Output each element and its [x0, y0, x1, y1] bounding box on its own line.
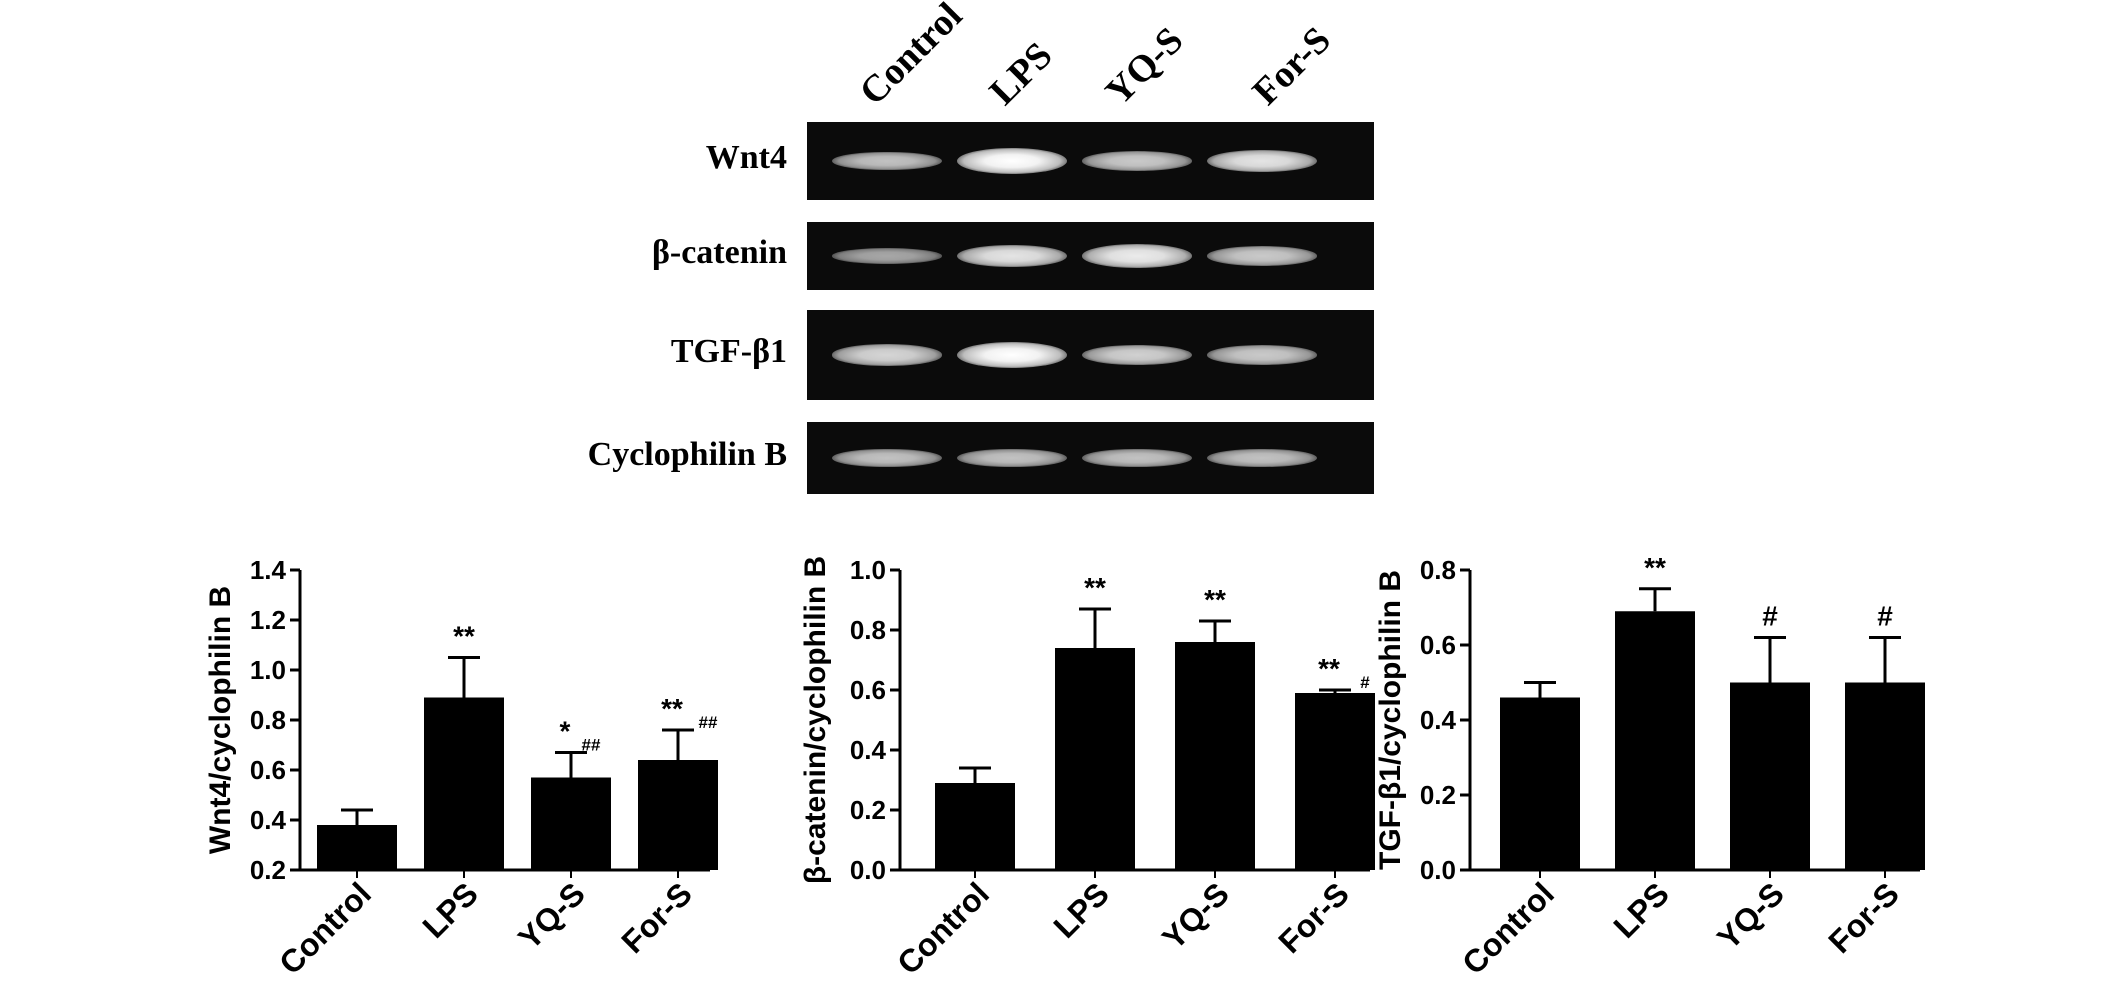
lane-label-control: Control	[851, 0, 971, 114]
x-tick-label: LPS	[1606, 875, 1675, 944]
bar-control	[935, 783, 1015, 870]
y-tick-label: 0.4	[1420, 705, 1457, 735]
x-tick-label: Control	[272, 875, 378, 981]
blot-band	[832, 344, 942, 366]
significance-marker-secondary: ##	[699, 713, 718, 732]
y-tick-label: 0.6	[1420, 630, 1456, 660]
wnt4-bar-chart: 0.2 0.4 0.6 0.8 1.0 1.2 1.4 Wnt4/cyclophilin B C…	[200, 540, 720, 1000]
significance-marker: **	[1644, 552, 1666, 583]
blot-row-label: Cyclophilin B	[587, 436, 787, 473]
blot-band	[957, 148, 1067, 174]
bar-control	[1500, 697, 1580, 870]
x-tick-label: Control	[1455, 875, 1561, 981]
x-tick-label: YQ-S	[1155, 875, 1236, 956]
y-tick-label: 0.0	[850, 855, 886, 885]
chart-svg: 0.0 0.2 0.4 0.6 0.8 TGF-β1/cyclophilin B Contr…	[1374, 552, 1925, 981]
significance-marker: #	[1762, 601, 1778, 632]
significance-marker-secondary: #	[1360, 673, 1370, 692]
blot-band	[1082, 244, 1192, 268]
blot-band	[1207, 345, 1317, 365]
bar-yq-s	[1730, 682, 1810, 870]
y-tick-label: 1.2	[250, 605, 286, 635]
significance-marker: **	[1318, 653, 1340, 684]
blot-band	[832, 151, 942, 171]
y-tick-label: 1.0	[850, 555, 886, 585]
x-tick-label: For-S	[1821, 875, 1906, 960]
blot-band	[1207, 149, 1317, 173]
blot-row-label: β-catenin	[651, 234, 787, 271]
lane-label-yq-s: YQ-S	[1097, 19, 1192, 114]
bar-for-s	[1295, 693, 1375, 870]
y-tick-label: 0.8	[850, 615, 886, 645]
x-tick-label: For-S	[614, 875, 699, 960]
lane-label-for-s: For-S	[1244, 18, 1339, 114]
x-tick-label: YQ-S	[1710, 875, 1791, 956]
blot-band	[832, 448, 942, 468]
x-tick-label: For-S	[1271, 875, 1356, 960]
significance-marker: #	[1877, 601, 1893, 632]
significance-marker: *	[560, 716, 571, 747]
x-tick-label: Control	[890, 875, 996, 981]
tgf-beta1-bar-chart: 0.0 0.2 0.4 0.6 0.8 TGF-β1/cyclophilin B Contr…	[1370, 540, 1930, 1000]
bar-for-s	[1845, 682, 1925, 870]
bar-lps	[1055, 648, 1135, 870]
y-tick-label: 0.6	[850, 675, 886, 705]
y-tick-label: 0.8	[250, 705, 286, 735]
y-tick-label: 0.4	[850, 735, 887, 765]
y-tick-label: 1.4	[250, 555, 287, 585]
y-tick-label: 0.4	[250, 805, 287, 835]
blot-row-label: TGF-β1	[670, 333, 787, 370]
blot-band	[1207, 448, 1317, 468]
y-tick-label: 0.6	[250, 755, 286, 785]
y-tick-label: 0.2	[850, 795, 886, 825]
y-tick-label: 0.2	[1420, 780, 1456, 810]
significance-marker: **	[661, 693, 683, 724]
bar-control	[317, 825, 397, 870]
y-axis-label: Wnt4/cyclophilin B	[204, 586, 237, 854]
bar-yq-s	[531, 777, 611, 870]
x-tick-label: LPS	[415, 875, 484, 944]
blot-band	[1207, 246, 1317, 266]
significance-marker: **	[1084, 572, 1106, 603]
y-tick-label: 1.0	[250, 655, 286, 685]
blot-band	[1082, 151, 1192, 171]
bar-for-s	[638, 760, 718, 870]
x-tick-label: YQ-S	[511, 875, 592, 956]
lane-label-lps: LPS	[981, 34, 1061, 114]
chart-svg: 0.0 0.2 0.4 0.6 0.8 1.0 β-catenin/cyclophilin …	[799, 555, 1375, 981]
blot-row-label: Wnt4	[705, 139, 787, 176]
blot-band	[1082, 344, 1192, 366]
significance-marker: **	[1204, 584, 1226, 615]
y-axis-label: TGF-β1/cyclophilin B	[1374, 570, 1407, 870]
x-tick-label: LPS	[1046, 875, 1115, 944]
bar-lps	[424, 697, 504, 870]
significance-marker-secondary: ##	[582, 736, 601, 755]
blot-band	[957, 448, 1067, 468]
chart-svg: 0.2 0.4 0.6 0.8 1.0 1.2 1.4 Wnt4/cyclophilin B C…	[204, 555, 718, 981]
bar-yq-s	[1175, 642, 1255, 870]
y-tick-label: 0.0	[1420, 855, 1456, 885]
bar-lps	[1615, 611, 1695, 870]
blot-band	[832, 248, 942, 264]
y-axis-label: β-catenin/cyclophilin B	[800, 556, 832, 884]
y-tick-label: 0.2	[250, 855, 286, 885]
y-tick-label: 0.8	[1420, 555, 1456, 585]
blot-band	[957, 342, 1067, 368]
blot-band	[1082, 448, 1192, 468]
beta-catenin-bar-chart: 0.0 0.2 0.4 0.6 0.8 1.0 β-catenin/cyclophilin …	[799, 540, 1380, 1000]
significance-marker: **	[453, 621, 475, 652]
blot-band	[957, 244, 1067, 268]
